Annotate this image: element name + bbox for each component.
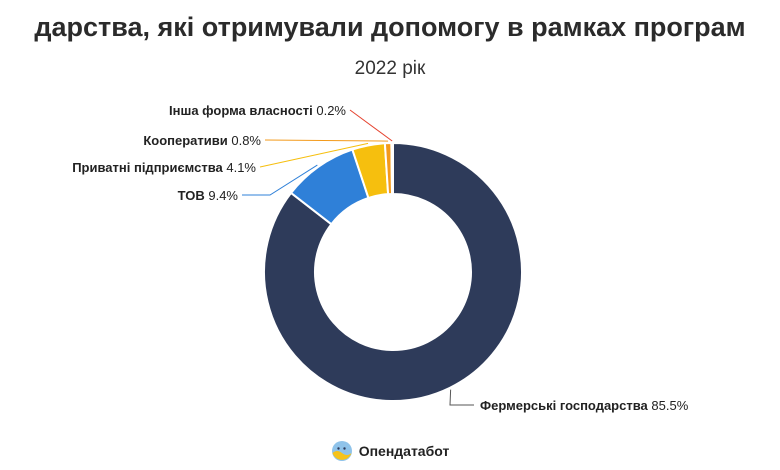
slice-label-value: 85.5% [651, 398, 688, 413]
slice-label-name: Приватні підприємства [72, 160, 226, 175]
slice-label: Фермерські господарства 85.5% [480, 398, 689, 413]
slice-label: Приватні підприємства 4.1% [72, 160, 256, 175]
slice-label-value: 4.1% [226, 160, 256, 175]
slice-label-value: 9.4% [208, 188, 238, 203]
donut-slice [263, 141, 523, 402]
chart-title: дарства, які отримували допомогу в рамка… [34, 12, 746, 42]
opendatabot-logo-icon [331, 441, 352, 461]
slice-label-name: Фермерські господарства [480, 398, 651, 413]
chart-subtitle: 2022 рік [354, 58, 426, 79]
slice-label-name: ТОВ [178, 188, 209, 203]
leader-line [259, 142, 369, 168]
slice-label: Інша форма власності 0.2% [169, 103, 346, 118]
slice-label: Кооперативи 0.8% [143, 133, 261, 148]
brand: Опендатабот [0, 440, 780, 462]
leader-line [242, 164, 318, 196]
leader-line [449, 389, 474, 406]
slice-label-name: Кооперативи [143, 133, 231, 148]
leader-line [264, 139, 389, 142]
brand-name: Опендатабот [358, 443, 450, 459]
slice-label-name: Інша форма власності [169, 103, 316, 118]
donut-slice [390, 141, 394, 196]
slice-label: ТОВ 9.4% [178, 188, 239, 203]
leader-line [349, 109, 393, 142]
slice-label-value: 0.8% [231, 133, 261, 148]
slice-label-value: 0.2% [316, 103, 346, 118]
